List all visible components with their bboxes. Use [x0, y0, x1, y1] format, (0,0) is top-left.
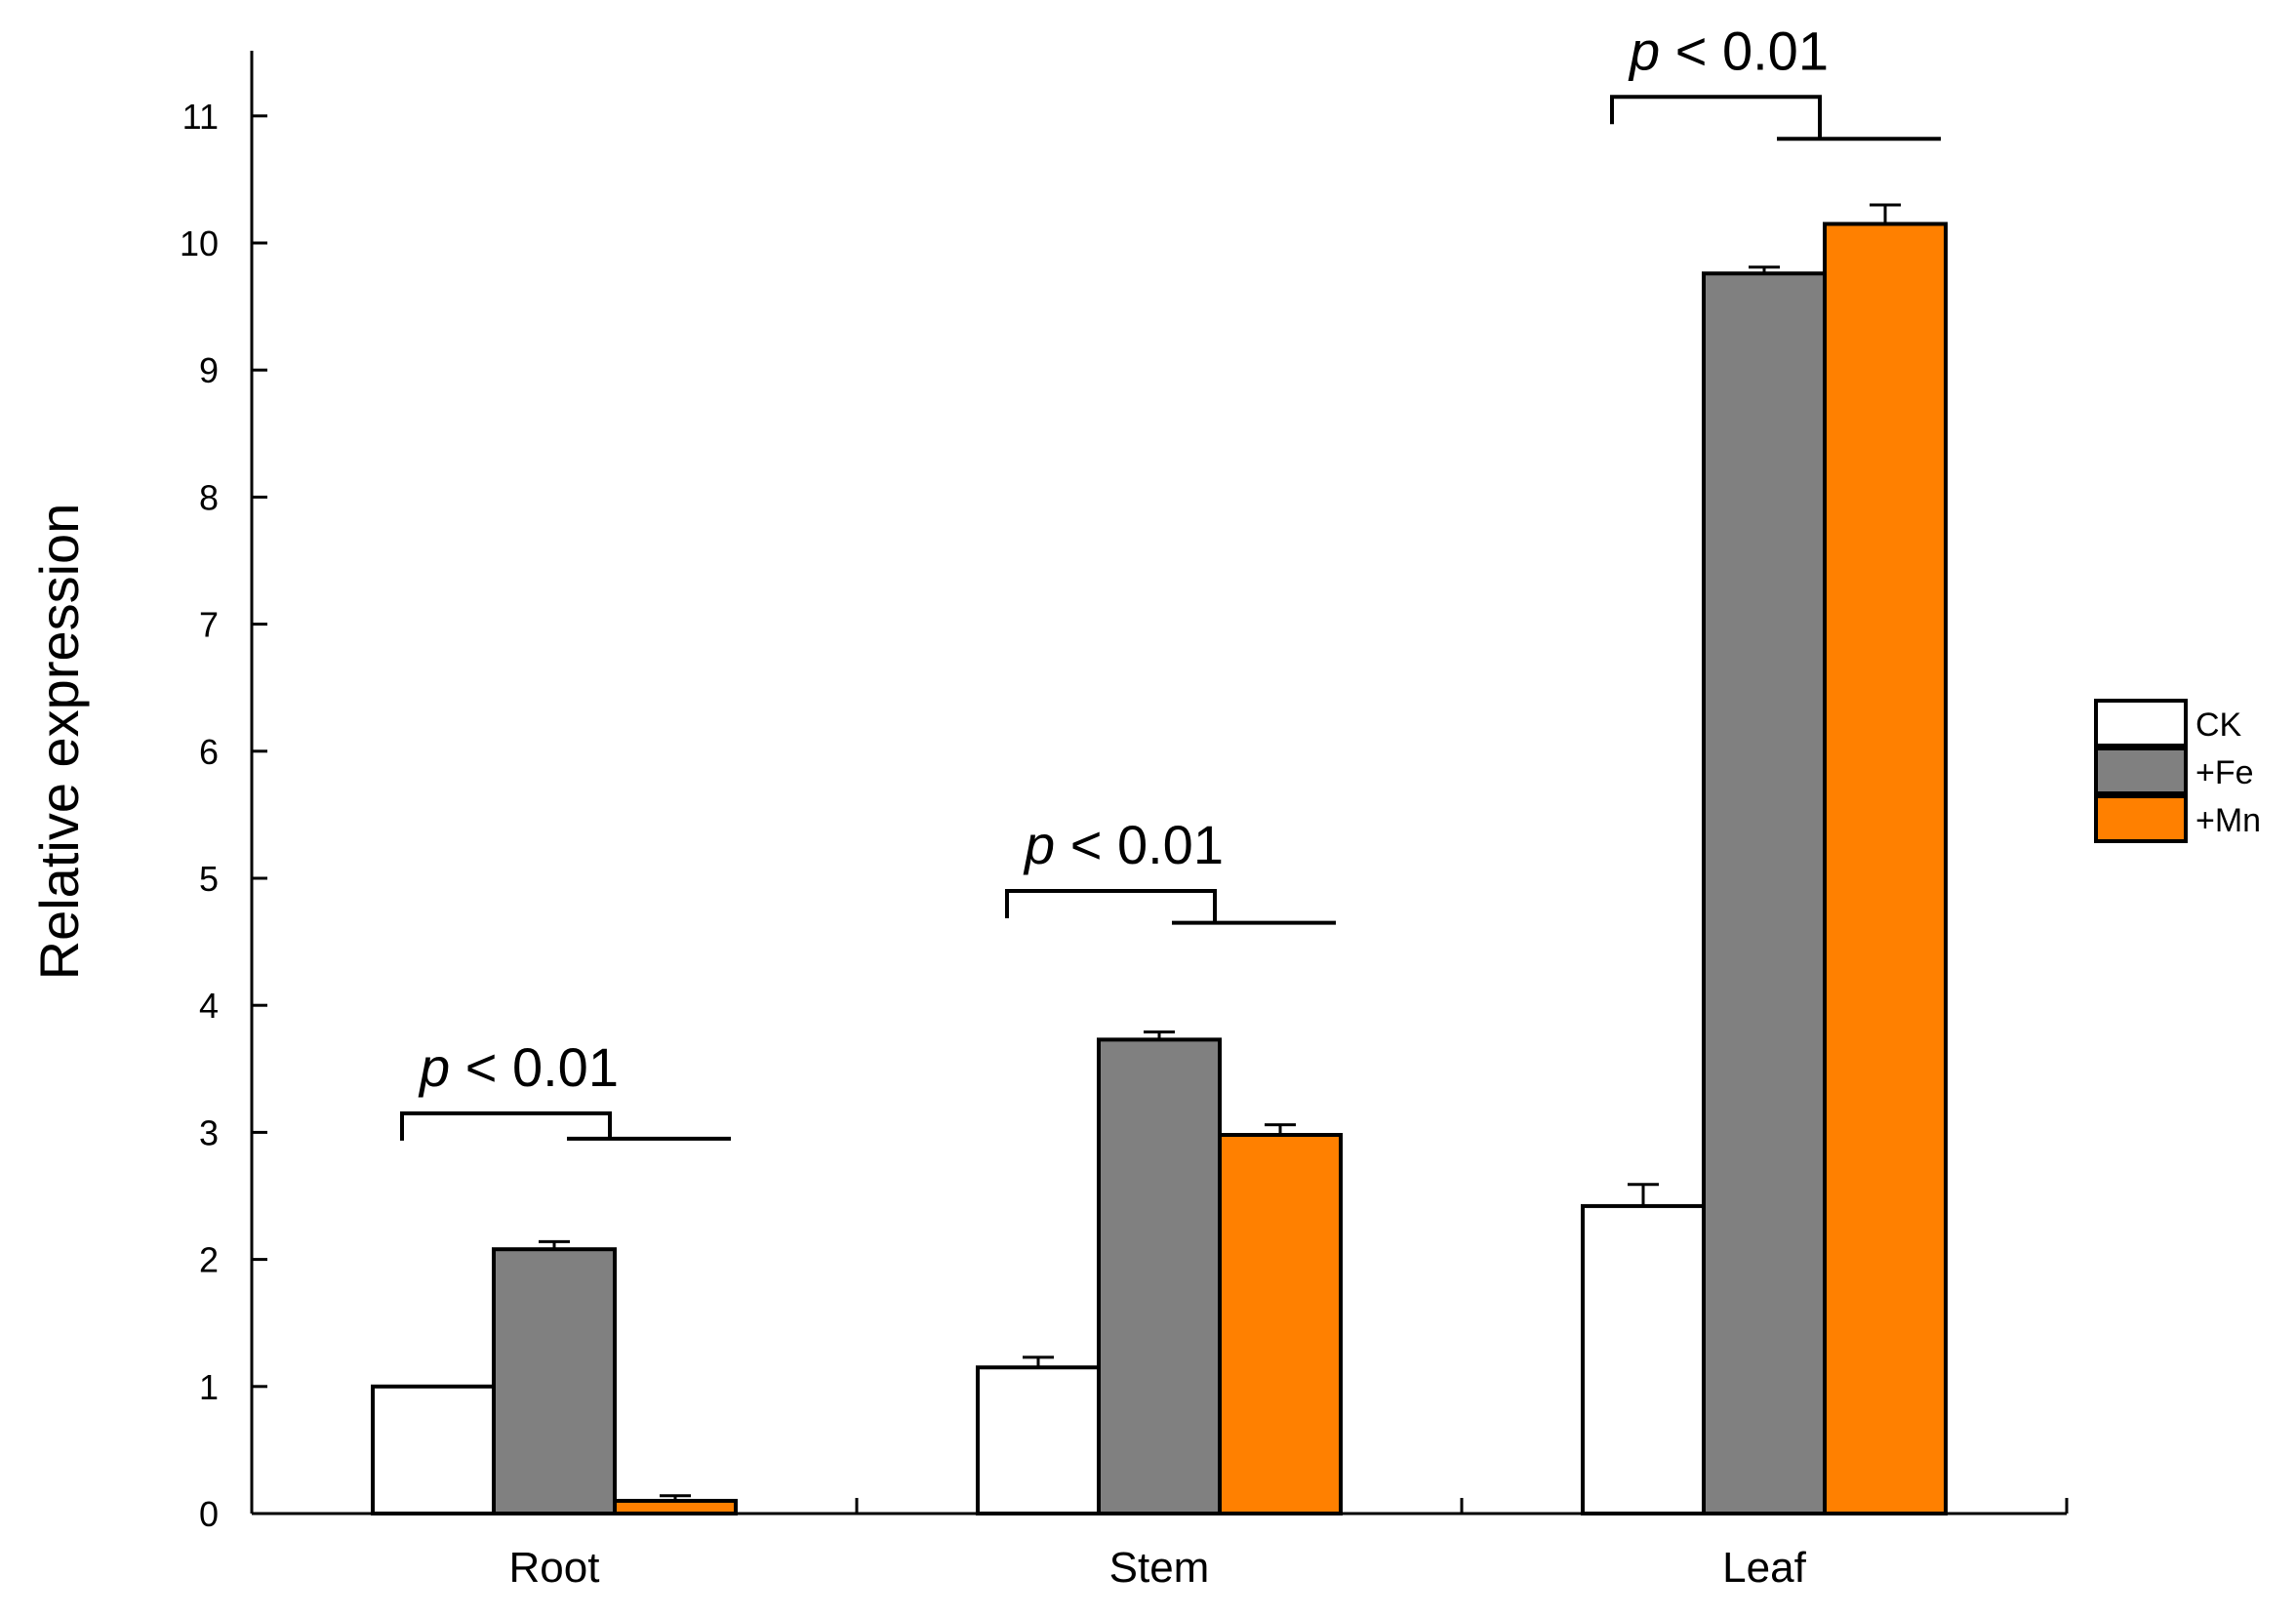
legend: CK +Fe +Mn [2094, 699, 2261, 843]
y-tick-label: 4 [199, 986, 219, 1026]
error-bars [539, 203, 1901, 1501]
x-tick-label: Stem [1109, 1544, 1210, 1592]
bar-plus-fe-stem [1097, 1037, 1222, 1515]
significance-annotations: p < 0.01 p < 0.01 p < 0.01 [400, 20, 1941, 1141]
y-tick-label: 9 [199, 350, 219, 390]
p-value-label: p < 0.01 [1023, 814, 1224, 875]
y-tick-label: 5 [199, 859, 219, 899]
y-tick-label: 11 [182, 97, 219, 137]
bar-ck-leaf [1581, 1203, 1706, 1516]
bar-plus-mn-leaf [1823, 222, 1948, 1516]
x-tick-label: Leaf [1722, 1544, 1806, 1592]
significance-bracket [1005, 889, 1217, 923]
bar-plus-fe-leaf [1702, 271, 1827, 1515]
y-axis-label: Relative expression [28, 504, 90, 981]
bar-ck-root [371, 1384, 496, 1516]
y-tick-label: 10 [180, 223, 219, 263]
y-tick-label: 0 [199, 1494, 219, 1534]
legend-label-plus-mn: +Mn [2195, 802, 2261, 839]
y-tick-label: 3 [199, 1112, 219, 1152]
y-tick-label: 6 [199, 732, 219, 772]
bar-plus-fe-root [492, 1247, 617, 1515]
legend-label-plus-fe: +Fe [2195, 754, 2254, 791]
legend-swatch-plus-fe [2094, 747, 2188, 795]
bar-ck-stem [976, 1365, 1101, 1516]
bars [371, 222, 1948, 1516]
x-tick-label: Root [509, 1544, 600, 1592]
legend-swatch-ck [2094, 699, 2188, 747]
p-value-label: p < 0.01 [418, 1036, 619, 1098]
y-tick-label: 2 [199, 1240, 219, 1280]
bar-plus-mn-stem [1218, 1133, 1343, 1516]
significance-bracket [400, 1111, 612, 1141]
bar-plus-mn-root [613, 1498, 738, 1515]
y-tick-label: 8 [199, 477, 219, 517]
legend-swatch-plus-mn [2094, 794, 2188, 843]
y-tick-label: 1 [199, 1367, 219, 1407]
y-tick-label: 7 [199, 605, 219, 645]
significance-bracket [1610, 95, 1822, 140]
legend-label-ck: CK [2195, 707, 2242, 744]
p-value-label: p < 0.01 [1628, 20, 1829, 81]
